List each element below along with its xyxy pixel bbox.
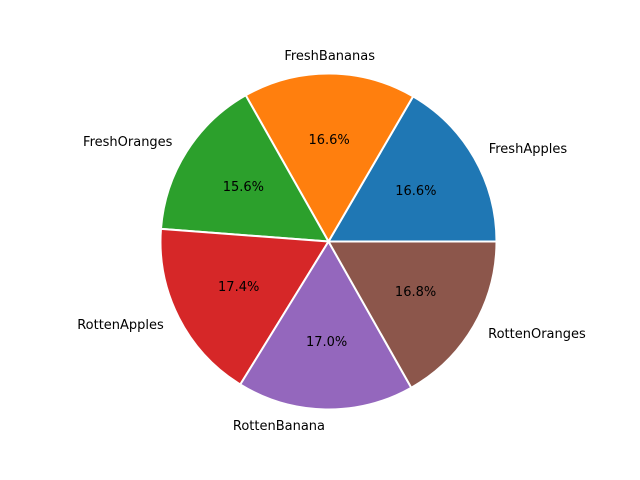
pie-slice-rotten-banana [239,240,413,411]
pie-label-rotten-oranges: RottenOranges [488,327,586,342]
pie-value-rotten-apples: 17.4% [218,280,259,295]
pie-slice-fresh-oranges [159,94,330,243]
pie-label-rotten-apples: RottenApples [77,318,164,333]
pie-value-rotten-oranges: 16.8% [395,285,436,300]
pie-slices [159,72,498,411]
pie-slice-fresh-bananas [244,72,415,243]
pie-value-fresh-bananas: 16.6% [308,133,349,148]
pie-slice-rotten-oranges [327,240,498,389]
pie-value-rotten-banana: 17.0% [306,335,347,350]
pie-label-fresh-bananas: FreshBananas [284,49,375,64]
pie-label-fresh-apples: FreshApples [489,142,568,157]
pie-slice-rotten-apples [159,227,330,386]
pie-slice-fresh-apples [327,95,498,243]
pie-label-fresh-oranges: FreshOranges [83,135,173,150]
pie-value-fresh-apples: 16.6% [395,184,436,199]
pie-label-rotten-banana: RottenBanana [233,419,325,434]
pie-labels: FreshApples 16.6% FreshBananas 16.6% FreshOr… [77,49,586,434]
pie-value-fresh-oranges: 15.6% [223,180,264,195]
